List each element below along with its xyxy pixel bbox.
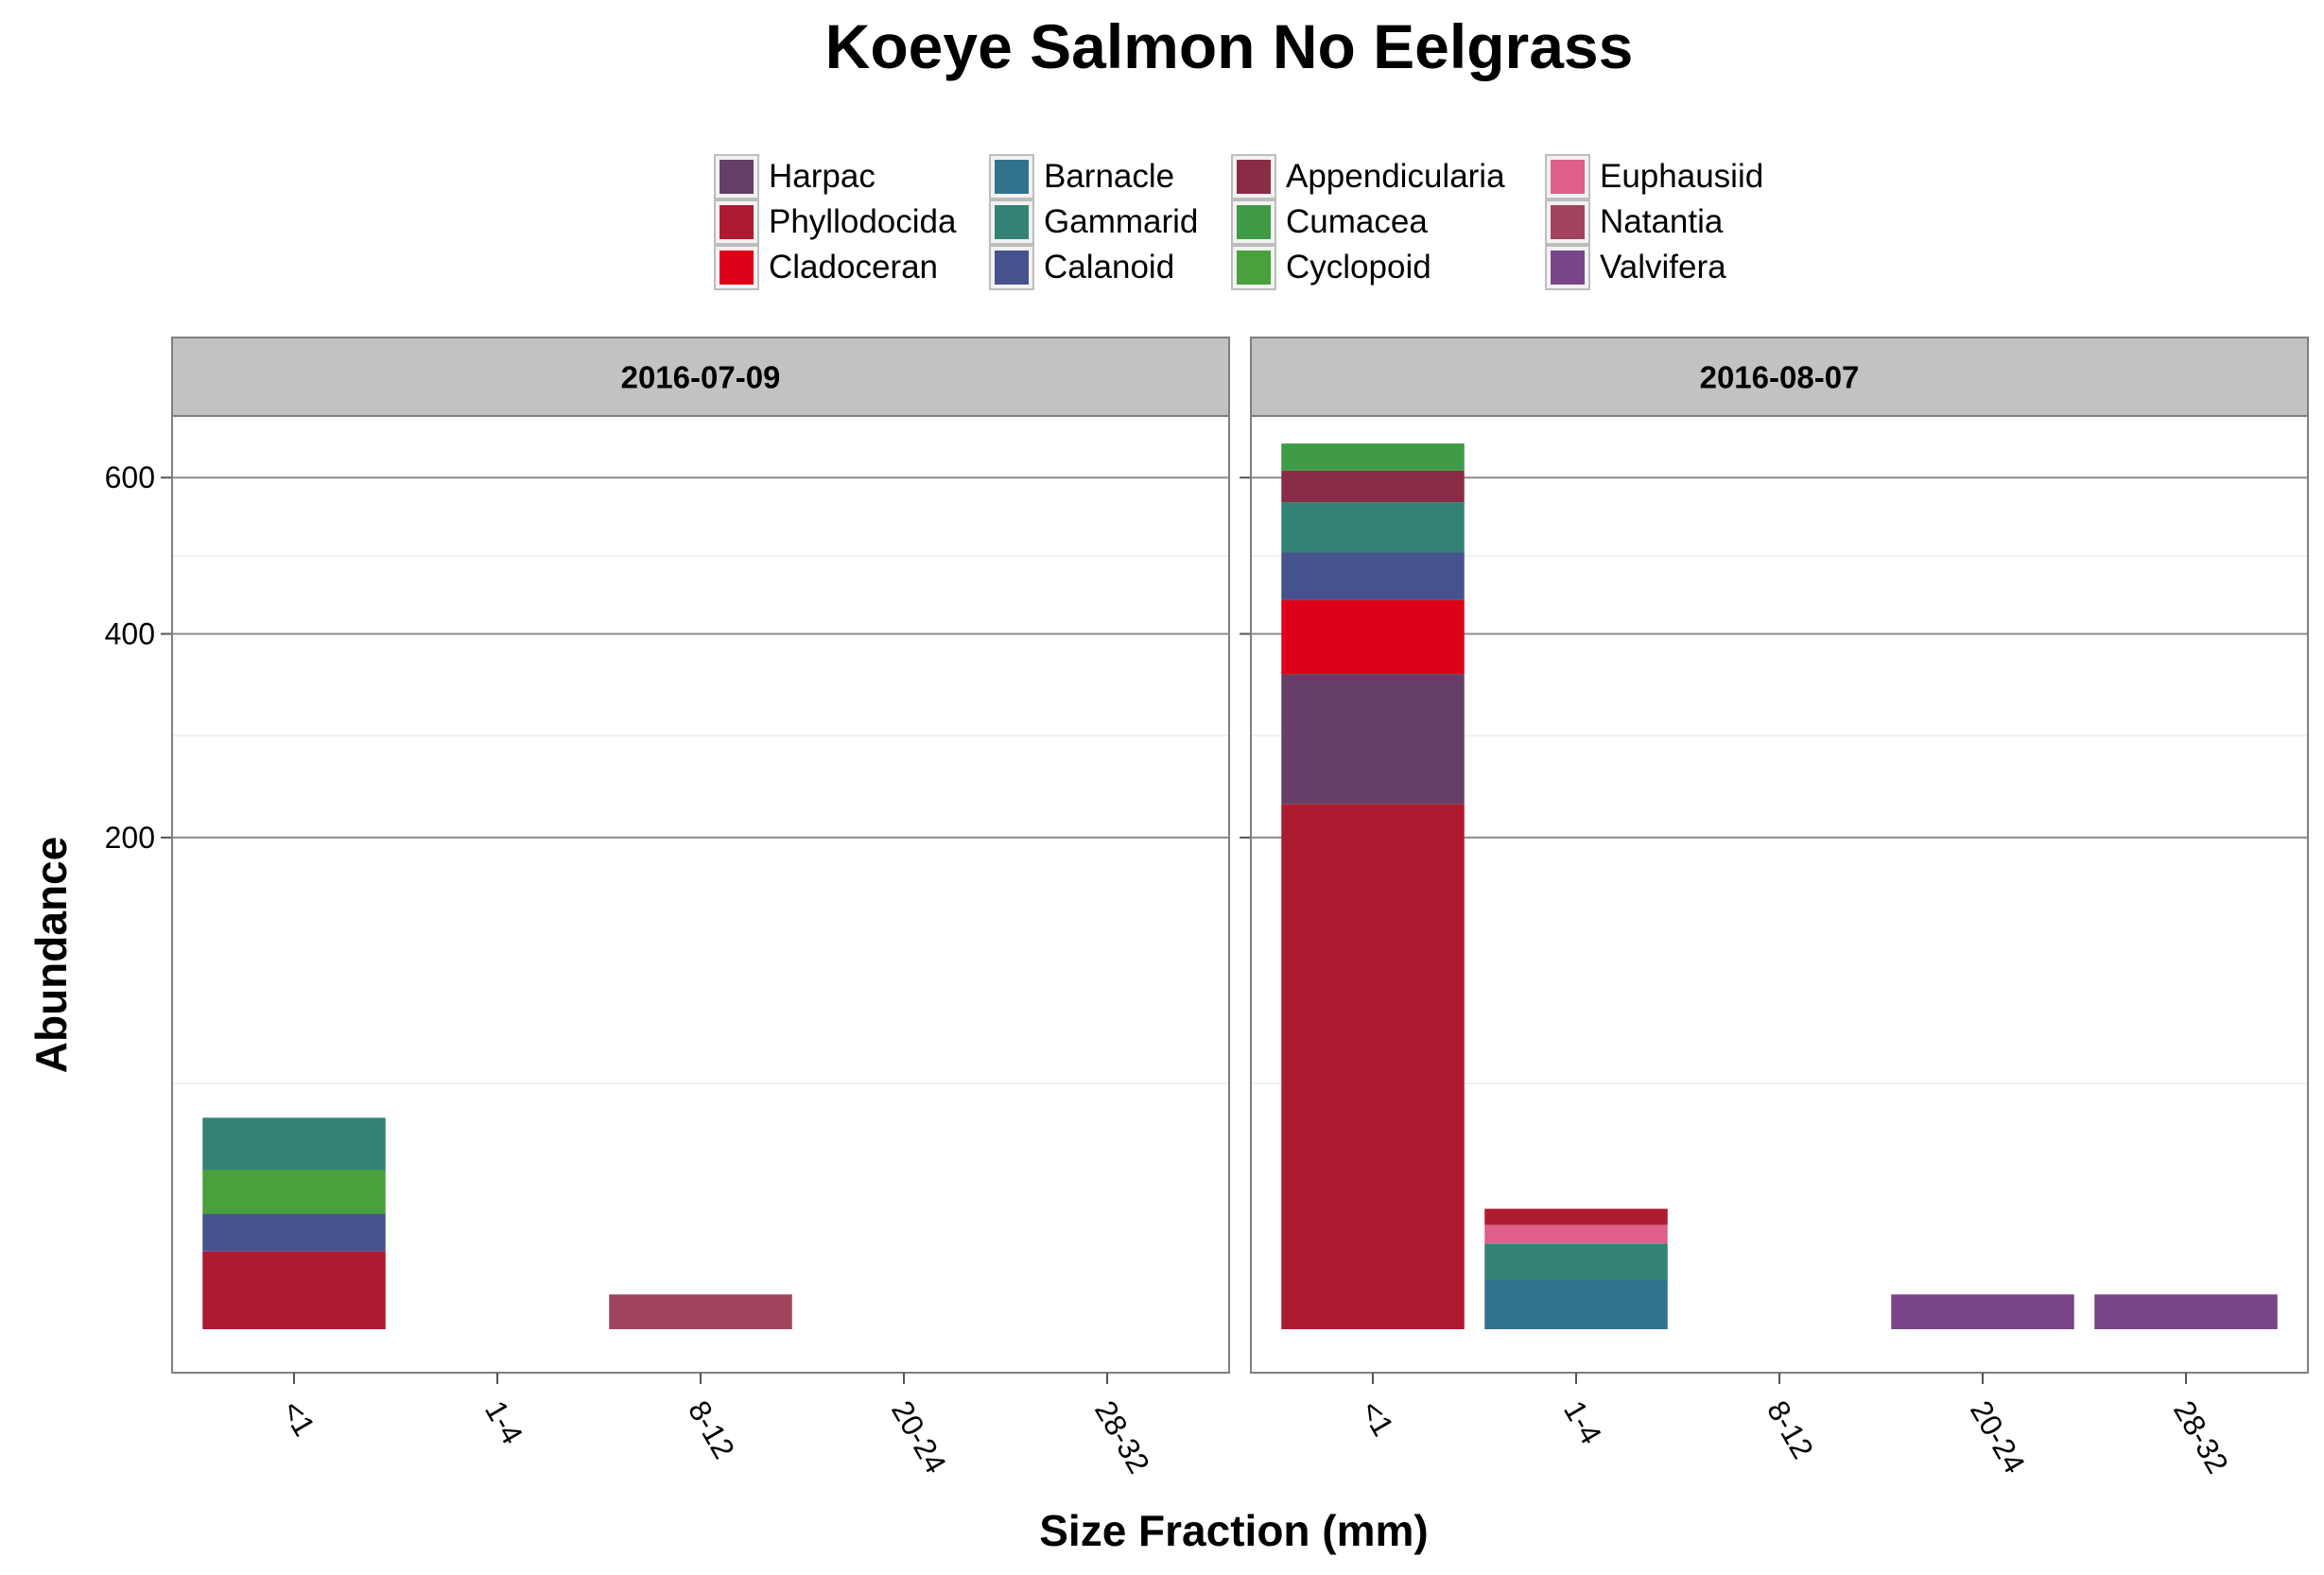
legend-label: Valvifera bbox=[1600, 249, 1726, 286]
bar-segment bbox=[202, 1169, 386, 1215]
x-tick-label: 28-32 bbox=[2167, 1395, 2235, 1480]
legend-swatch bbox=[1237, 160, 1271, 194]
x-tick-label: 1-4 bbox=[478, 1395, 529, 1450]
facet-label: 2016-07-09 bbox=[621, 360, 781, 395]
legend-label: Cyclopoid bbox=[1286, 249, 1431, 286]
bar-segment bbox=[1484, 1279, 1668, 1329]
bar-segment bbox=[1281, 470, 1465, 503]
x-tick-label: 20-24 bbox=[1964, 1395, 2032, 1480]
legend-label: Calanoid bbox=[1044, 249, 1174, 286]
facet-strip bbox=[1250, 337, 2309, 417]
legend-label: Gammarid bbox=[1044, 203, 1198, 240]
bar-segment bbox=[609, 1294, 792, 1329]
facet-panel: 2016-08-07 <1 1-4 8-12 20-24 28-32 bbox=[1240, 337, 2309, 1480]
bar-segment bbox=[202, 1251, 386, 1329]
legend-label: Cumacea bbox=[1286, 203, 1428, 240]
bar-segment bbox=[1281, 804, 1465, 1329]
legend-swatch bbox=[995, 205, 1029, 239]
x-tick-label: <1 bbox=[1354, 1395, 1400, 1443]
legend-swatch bbox=[1237, 205, 1271, 239]
legend-swatch bbox=[995, 251, 1029, 285]
bar-segment bbox=[1281, 674, 1465, 805]
legend-label: Barnacle bbox=[1044, 158, 1174, 195]
legend-label: Euphausiid bbox=[1600, 158, 1763, 195]
legend-swatch bbox=[720, 251, 754, 285]
legend-swatch bbox=[995, 160, 1029, 194]
x-tick-label: 8-12 bbox=[1760, 1395, 1820, 1464]
legend-label: Natantia bbox=[1600, 203, 1724, 240]
legend-label: Cladoceran bbox=[769, 249, 938, 286]
bar-segment bbox=[202, 1117, 386, 1170]
legend-swatch bbox=[1237, 251, 1271, 285]
y-tick-label: 600 bbox=[105, 460, 155, 494]
bar-segment bbox=[2094, 1294, 2278, 1329]
bar-segment bbox=[1484, 1243, 1668, 1280]
x-tick-label: 8-12 bbox=[682, 1395, 741, 1464]
facet-strip bbox=[171, 337, 1230, 417]
legend-swatch bbox=[720, 160, 754, 194]
legend-swatch bbox=[1551, 205, 1585, 239]
bar-segment bbox=[1281, 443, 1465, 471]
bar-segment bbox=[1484, 1224, 1668, 1244]
x-tick-label: 1-4 bbox=[1557, 1395, 1608, 1450]
facet-label: 2016-08-07 bbox=[1700, 360, 1860, 395]
bar-segment bbox=[1281, 502, 1465, 553]
y-tick-label: 400 bbox=[105, 617, 155, 651]
y-tick-label: 200 bbox=[105, 821, 155, 855]
bar-segment bbox=[1484, 1208, 1668, 1225]
legend-swatch bbox=[1551, 160, 1585, 194]
legend: Harpac Phyllodocida Cladoceran Barnacle Gamm… bbox=[714, 154, 1763, 290]
x-tick-label: 28-32 bbox=[1088, 1395, 1156, 1480]
facet-panel: 2016-07-09 200 400 600 <1 1-4 8-12 20-24 28-32 bbox=[105, 337, 1230, 1480]
bar-segment bbox=[202, 1214, 386, 1252]
legend-swatch bbox=[720, 205, 754, 239]
x-tick-label: <1 bbox=[275, 1395, 321, 1443]
legend-label: Phyllodocida bbox=[769, 203, 957, 240]
y-axis-title: Abundance bbox=[26, 837, 76, 1073]
bar-segment bbox=[1281, 599, 1465, 675]
legend-swatch bbox=[1551, 251, 1585, 285]
chart-title: Koeye Salmon No Eelgrass bbox=[825, 11, 1634, 81]
x-axis-title: Size Fraction (mm) bbox=[1039, 1506, 1429, 1555]
legend-label: Harpac bbox=[769, 158, 876, 195]
bar-segment bbox=[1891, 1294, 2074, 1329]
legend-label: Appendicularia bbox=[1286, 158, 1505, 195]
bar-segment bbox=[1281, 552, 1465, 600]
x-tick-label: 20-24 bbox=[885, 1395, 953, 1480]
